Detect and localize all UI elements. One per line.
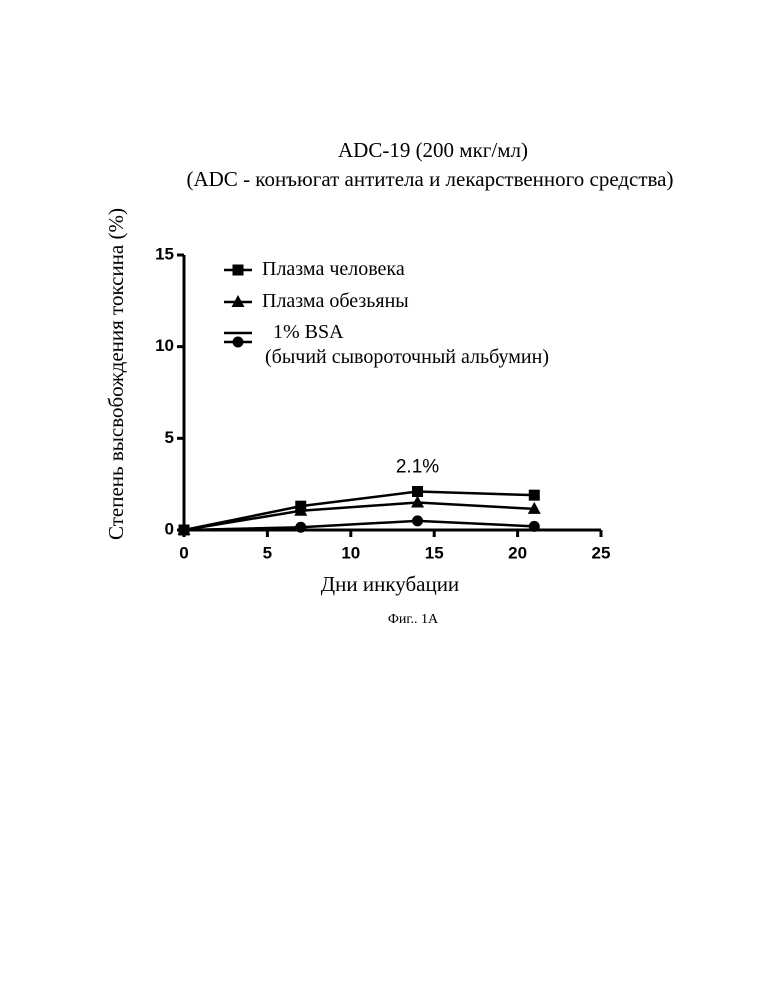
x-tick-label: 20 [508, 543, 527, 562]
caption: Фиг.. 1A [388, 612, 439, 627]
legend-entry: Плазма человека [262, 257, 405, 282]
legend-marker [233, 265, 244, 276]
data-point [412, 515, 423, 526]
data-point [179, 525, 190, 536]
legend-marker [233, 337, 244, 348]
y-tick-label: 0 [165, 519, 174, 538]
legend-entry: 1% BSA (бычий сывороточный альбумин) [265, 320, 549, 370]
value-label: 2.1% [396, 457, 439, 478]
y-tick-label: 5 [165, 428, 174, 447]
legend-entry: Плазма обезьяны [262, 289, 409, 314]
series-line [184, 503, 534, 531]
x-tick-label: 15 [425, 543, 444, 562]
x-tick-label: 5 [263, 543, 272, 562]
page: ADC-19 (200 мкг/мл) (ADC - конъюгат анти… [0, 0, 780, 985]
data-point [412, 486, 423, 497]
y-axis-label: Степень высвобождения токсина (%) [104, 208, 128, 540]
x-tick-label: 0 [179, 543, 188, 562]
data-point [295, 522, 306, 533]
data-point [529, 490, 540, 501]
x-tick-label: 10 [341, 543, 360, 562]
chart: ADC-19 (200 мкг/мл) (ADC - конъюгат анти… [0, 0, 780, 985]
x-axis-label: Дни инкубации [321, 572, 459, 596]
x-tick-label: 25 [592, 543, 611, 562]
y-tick-label: 15 [155, 244, 174, 263]
chart-title: ADC-19 (200 мкг/мл) [338, 138, 528, 162]
chart-subtitle: (ADC - конъюгат антитела и лекарственног… [186, 167, 673, 191]
y-tick-label: 10 [155, 336, 174, 355]
data-point [529, 521, 540, 532]
